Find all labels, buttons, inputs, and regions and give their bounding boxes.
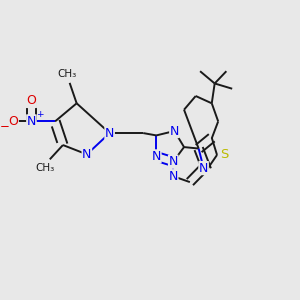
- Text: N: N: [82, 148, 92, 161]
- Text: CH₃: CH₃: [58, 69, 77, 79]
- Text: N: N: [152, 150, 161, 163]
- Text: O: O: [26, 94, 36, 107]
- Text: N: N: [199, 162, 208, 175]
- Text: N: N: [27, 115, 36, 128]
- Text: O: O: [8, 115, 18, 128]
- Text: +: +: [36, 110, 44, 118]
- Text: N: N: [169, 155, 178, 168]
- Text: −: −: [0, 120, 10, 133]
- Text: N: N: [170, 124, 179, 137]
- Text: S: S: [220, 148, 229, 161]
- Text: N: N: [169, 170, 178, 183]
- Text: CH₃: CH₃: [36, 163, 55, 172]
- Text: N: N: [105, 127, 114, 140]
